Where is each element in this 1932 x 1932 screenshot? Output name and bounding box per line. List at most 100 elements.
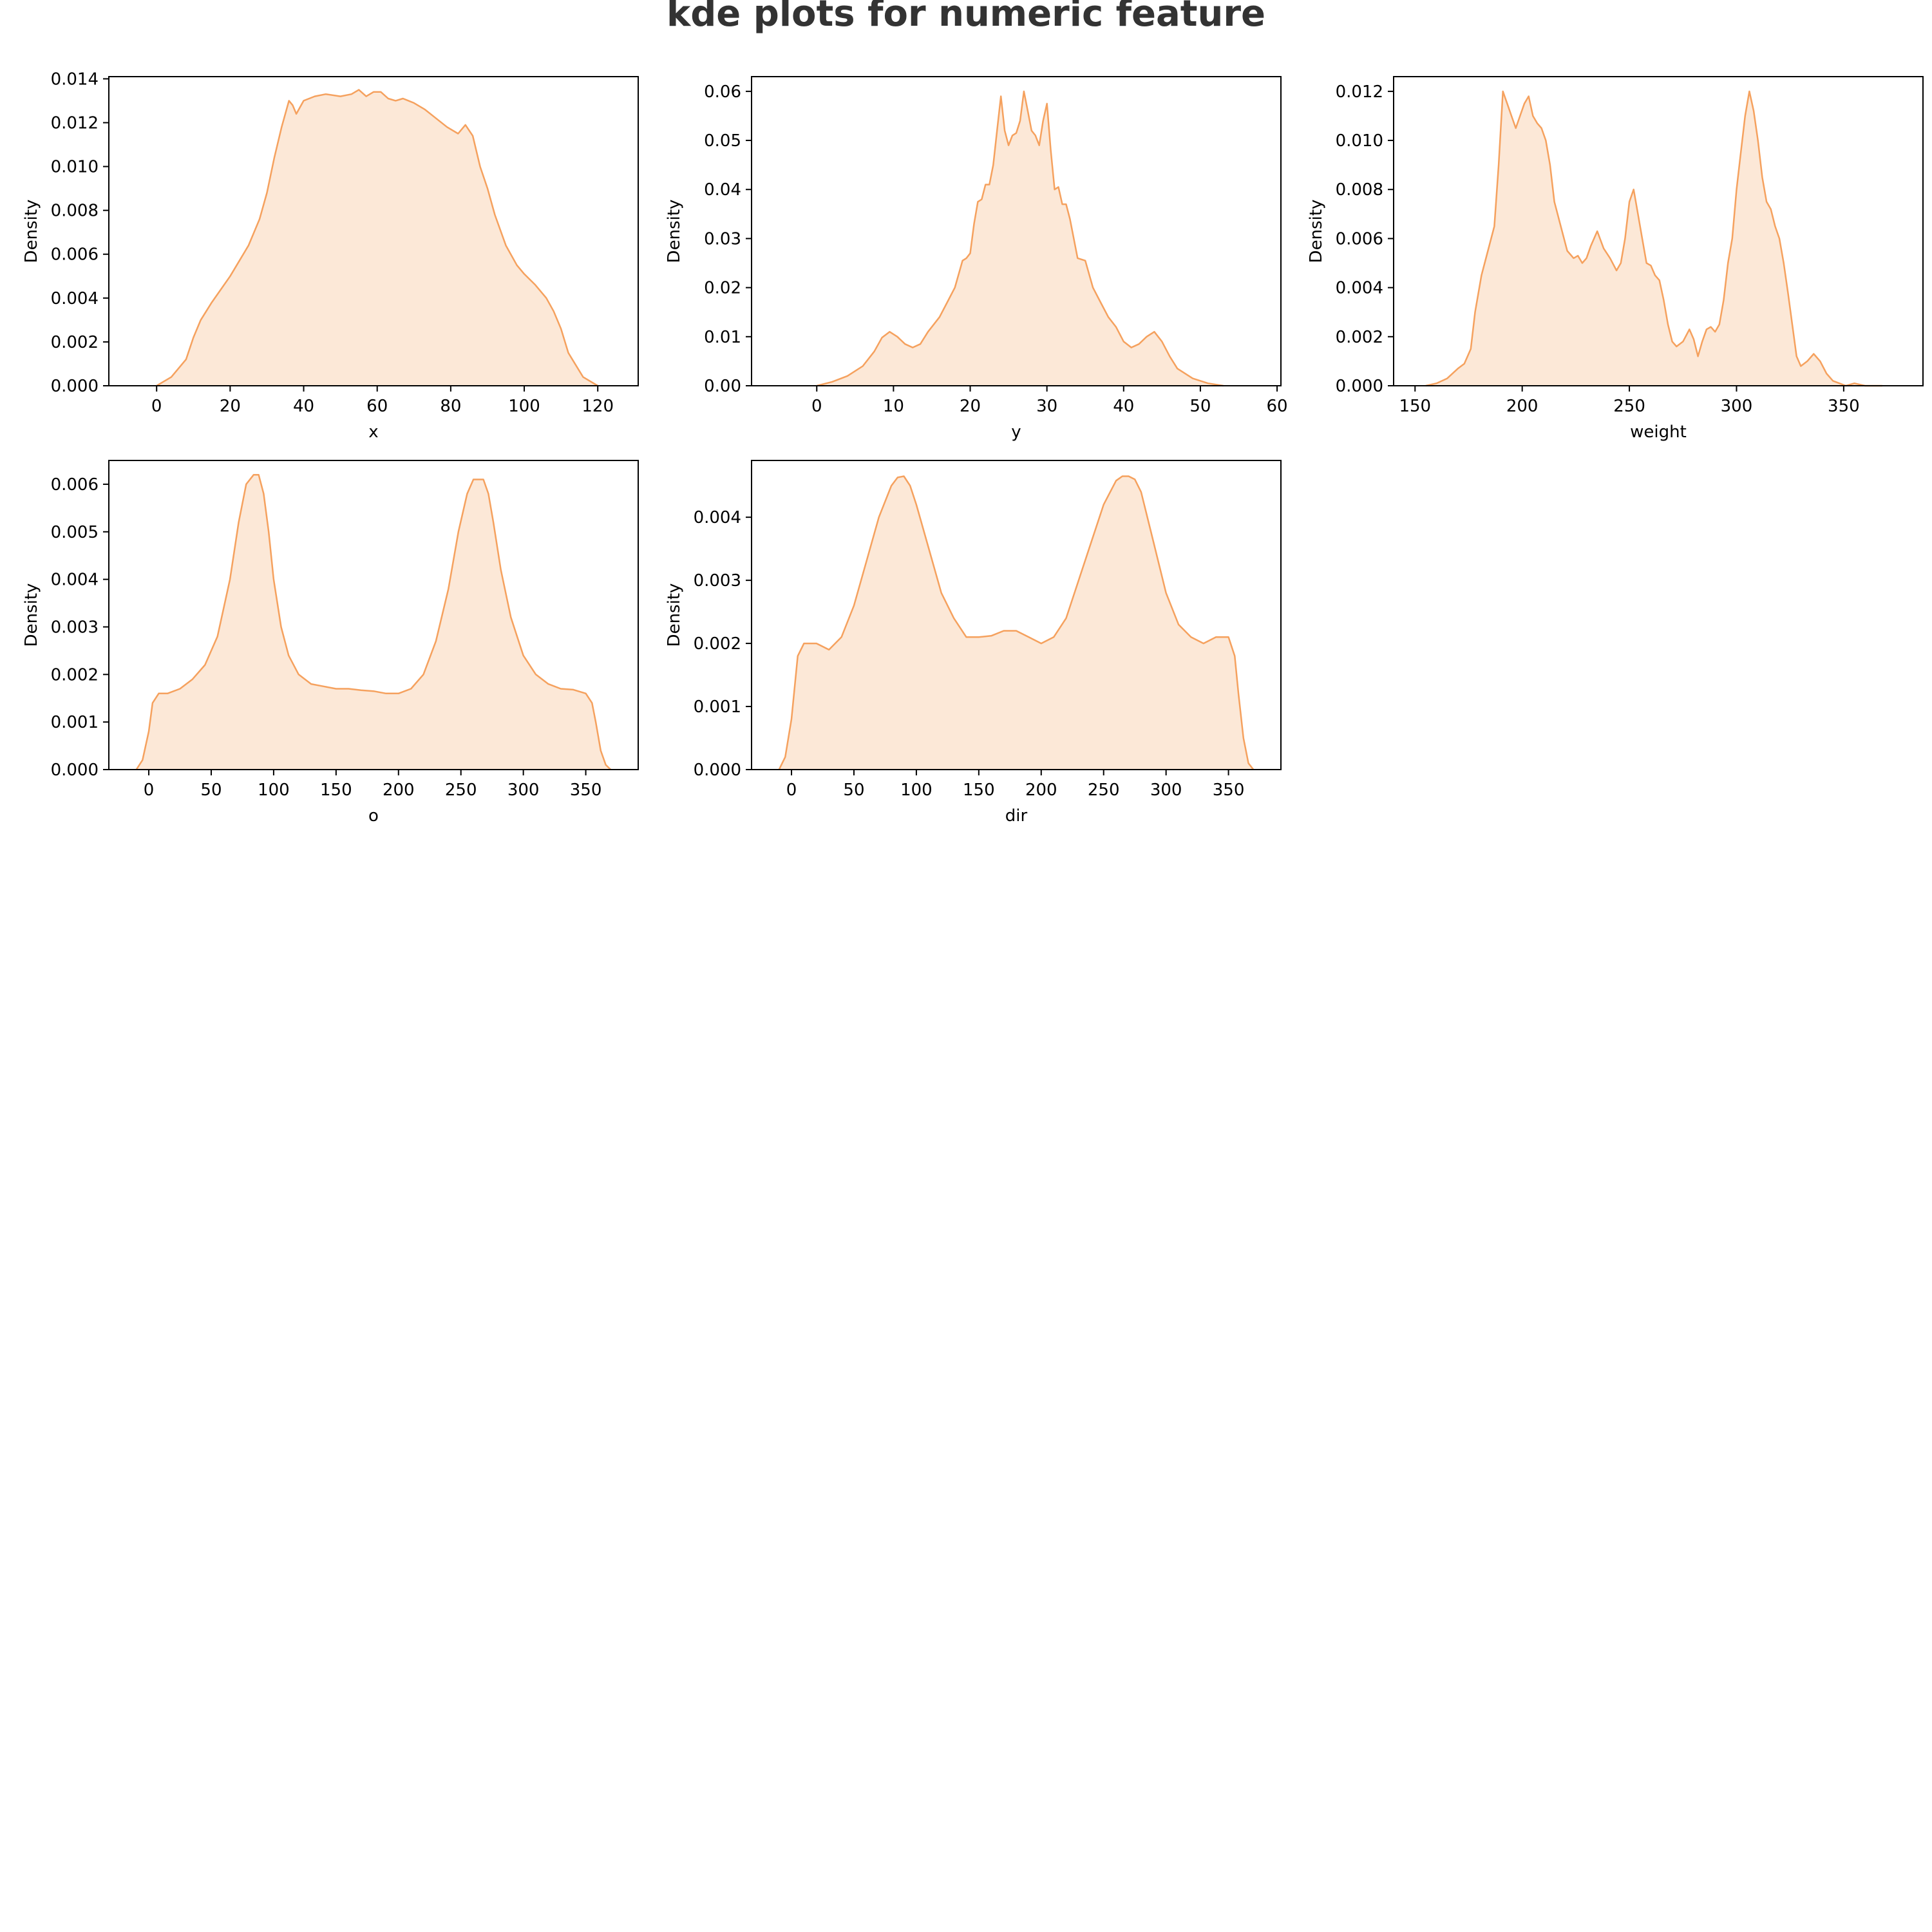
y-tick-label: 0.002 xyxy=(51,665,99,685)
x-axis-label: x xyxy=(368,422,378,442)
kde-area-weight xyxy=(1425,91,1882,386)
x-tick-label: 20 xyxy=(220,397,241,416)
y-tick-label: 0.010 xyxy=(1336,131,1383,151)
kde-line-o xyxy=(135,473,612,770)
y-tick-label: 0.006 xyxy=(1336,229,1383,249)
x-tick-label: 300 xyxy=(507,781,540,800)
x-tick-label: 40 xyxy=(1113,397,1134,416)
y-tick-label: 0.001 xyxy=(51,713,99,732)
y-tick-label: 0.003 xyxy=(51,618,99,637)
x-tick-label: 100 xyxy=(258,781,290,800)
y-tick-label: 0.001 xyxy=(694,697,741,717)
kde-line-weight xyxy=(1425,90,1882,387)
x-axis-label: weight xyxy=(1630,422,1687,442)
x-tick-label: 250 xyxy=(445,781,477,800)
kde-area-o xyxy=(136,475,611,770)
y-axis-label: Density xyxy=(22,200,41,263)
y-tick-label: 0.004 xyxy=(1336,279,1383,298)
axes-frame xyxy=(108,76,639,386)
y-tick-label: 0.002 xyxy=(1336,328,1383,347)
y-tick-label: 0.01 xyxy=(704,328,741,347)
kde-line-y xyxy=(816,90,1224,387)
x-tick-label: 10 xyxy=(883,397,904,416)
kde-area-x xyxy=(156,90,598,386)
y-tick-label: 0.008 xyxy=(1336,180,1383,200)
kde-panel-dir: 0 50 100 150 200 250 300 350 0.000 0.001 0.002 0.00… xyxy=(665,460,1282,826)
y-tick-label: 0.012 xyxy=(1336,82,1383,102)
y-tick-label: 0.000 xyxy=(51,377,99,396)
y-axis-label: Density xyxy=(22,583,41,647)
x-tick-label: 350 xyxy=(1828,397,1860,416)
y-axis-label: Density xyxy=(1307,200,1326,263)
axes-frame xyxy=(751,460,1282,770)
y-tick-label: 0.004 xyxy=(694,508,741,527)
axes-frame xyxy=(751,76,1282,386)
kde-panel-weight: 150 200 250 300 350 0.000 0.002 0.004 0.006 0.008… xyxy=(1307,76,1924,442)
x-tick-label: 100 xyxy=(900,781,933,800)
y-tick-label: 0.02 xyxy=(704,279,741,298)
y-tick-label: 0.000 xyxy=(51,761,99,780)
x-tick-label: 250 xyxy=(1613,397,1645,416)
y-tick-label: 0.008 xyxy=(51,202,99,221)
x-tick-label: 40 xyxy=(293,397,314,416)
kde-area-y xyxy=(817,91,1224,386)
kde-panel-o: 0 50 100 150 200 250 300 350 0.000 0.001 0.002 0.00… xyxy=(22,460,639,826)
x-tick-label: 50 xyxy=(843,781,864,800)
x-tick-label: 20 xyxy=(960,397,981,416)
subplot-grid: 0 20 40 60 80 100 1200.0000.0020.0040.0060.008… xyxy=(22,70,1924,826)
kde-line-dir xyxy=(778,475,1255,770)
y-tick-label: 0.06 xyxy=(704,82,741,102)
x-tick-label: 120 xyxy=(582,397,614,416)
y-tick-label: 0.003 xyxy=(694,571,741,591)
x-tick-label: 200 xyxy=(383,781,415,800)
x-tick-label: 0 xyxy=(151,397,162,416)
y-tick-label: 0.04 xyxy=(704,180,741,200)
x-tick-label: 60 xyxy=(366,397,388,416)
y-tick-label: 0.002 xyxy=(694,634,741,654)
y-tick-label: 0.000 xyxy=(1336,377,1383,396)
kde-area-dir xyxy=(779,476,1254,770)
x-tick-label: 150 xyxy=(963,781,995,800)
axes-frame xyxy=(1393,76,1924,386)
x-tick-label: 80 xyxy=(440,397,461,416)
y-tick-label: 0.00 xyxy=(704,377,741,396)
x-tick-label: 350 xyxy=(570,781,602,800)
x-tick-label: 100 xyxy=(508,397,540,416)
x-tick-label: 350 xyxy=(1213,781,1245,800)
x-tick-label: 200 xyxy=(1025,781,1057,800)
x-tick-label: 0 xyxy=(144,781,155,800)
y-tick-label: 0.006 xyxy=(51,245,99,265)
y-tick-label: 0.05 xyxy=(704,131,741,151)
y-tick-label: 0.03 xyxy=(704,229,741,249)
x-axis-label: o xyxy=(368,806,379,826)
y-axis-label: Density xyxy=(665,200,684,263)
x-tick-label: 50 xyxy=(200,781,222,800)
x-axis-label: dir xyxy=(1005,806,1028,826)
y-tick-label: 0.006 xyxy=(51,475,99,495)
x-tick-label: 150 xyxy=(320,781,352,800)
y-tick-label: 0.014 xyxy=(51,70,99,89)
kde-line-x xyxy=(156,89,598,387)
y-tick-label: 0.005 xyxy=(51,523,99,542)
x-tick-label: 250 xyxy=(1088,781,1120,800)
y-axis-label: Density xyxy=(665,583,684,647)
x-tick-label: 0 xyxy=(786,781,797,800)
figure-title: kde plots for numeric feature xyxy=(667,0,1265,35)
y-tick-label: 0.010 xyxy=(51,158,99,177)
y-tick-label: 0.000 xyxy=(694,761,741,780)
x-tick-label: 300 xyxy=(1721,397,1753,416)
y-tick-label: 0.002 xyxy=(51,333,99,352)
kde-panel-x: 0 20 40 60 80 100 120 0.000 0.002 0.004 0.006 0.008… xyxy=(22,70,639,442)
kde-panel-y: 0 10 20 30 40 50 60 0.00 0.01 0.02 0.03 0.04 0.05 0.0… xyxy=(665,76,1288,442)
x-tick-label: 0 xyxy=(811,397,822,416)
axes-frame xyxy=(108,460,639,770)
x-tick-label: 30 xyxy=(1036,397,1057,416)
x-tick-label: 200 xyxy=(1506,397,1539,416)
y-tick-label: 0.004 xyxy=(51,289,99,308)
x-axis-label: y xyxy=(1011,422,1021,442)
y-tick-label: 0.012 xyxy=(51,113,99,133)
x-tick-label: 150 xyxy=(1399,397,1431,416)
x-tick-label: 300 xyxy=(1150,781,1182,800)
x-tick-label: 60 xyxy=(1266,397,1287,416)
